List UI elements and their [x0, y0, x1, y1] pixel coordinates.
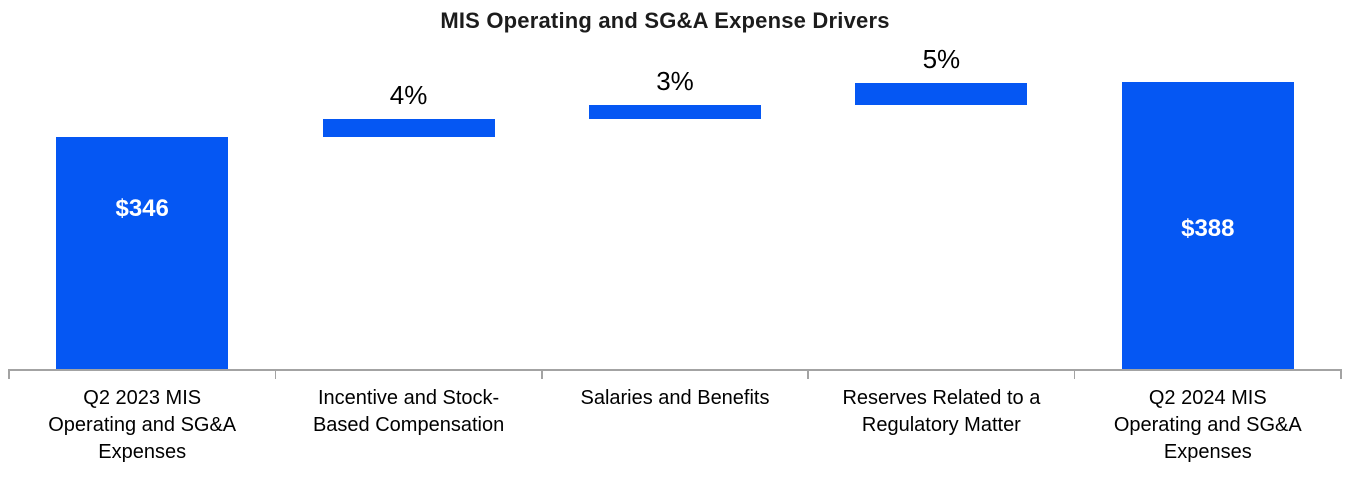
x-axis-tick — [1073, 369, 1076, 379]
x-axis-label-salaries-benefits: Salaries and Benefits — [542, 385, 808, 412]
x-axis-label-line: Reserves Related to a — [842, 387, 1041, 409]
x-axis-tick — [274, 369, 277, 379]
bar-value-label-q2-2023-total: $346 — [115, 195, 169, 222]
bar-pct-label-salaries-benefits: 3% — [656, 66, 694, 97]
bar-salaries-benefits — [589, 105, 761, 120]
bar-incentive-stock-comp — [322, 119, 495, 138]
x-axis-tick — [807, 369, 809, 379]
bar-q2-2024-total — [1121, 82, 1294, 369]
x-axis-label-line: Expenses — [1163, 441, 1252, 463]
x-axis-tick — [1340, 369, 1342, 379]
x-axis-label-regulatory-reserves: Reserves Related to a Regulatory Matter — [808, 385, 1074, 439]
bar-pct-label-incentive-stock-comp: 4% — [389, 80, 428, 111]
bar-pct-label-regulatory-reserves: 5% — [922, 43, 961, 74]
x-axis-label-line: Expenses — [98, 441, 187, 463]
bar-regulatory-reserves — [855, 82, 1028, 106]
x-axis-tick — [541, 369, 543, 379]
x-axis-label-line: Operating and SG&A — [48, 414, 237, 436]
x-axis-label-line: Operating and SG&A — [1113, 414, 1302, 436]
bar-q2-2023-total — [56, 137, 229, 369]
x-axis-label-line: Salaries and Benefits — [580, 387, 770, 409]
chart-title: MIS Operating and SG&A Expense Drivers — [440, 8, 890, 33]
bar-value-label-q2-2024-total: $388 — [1181, 215, 1235, 242]
x-axis-label-q2-2023-total: Q2 2023 MIS Operating and SG&A Expenses — [9, 385, 275, 466]
x-axis-label-line: Incentive and Stock- — [317, 387, 500, 409]
x-axis-label-line: Based Compensation — [312, 414, 505, 436]
x-axis-label-incentive-stock-comp: Incentive and Stock- Based Compensation — [275, 385, 541, 439]
x-axis-label-q2-2024-total: Q2 2024 MIS Operating and SG&A Expenses — [1075, 385, 1341, 466]
x-axis-line — [9, 369, 1341, 371]
x-axis-label-line: Regulatory Matter — [861, 414, 1021, 436]
x-axis-label-line: Q2 2024 MIS — [1148, 387, 1267, 409]
x-axis-tick — [8, 369, 10, 379]
x-axis-label-line: Q2 2023 MIS — [83, 387, 202, 409]
